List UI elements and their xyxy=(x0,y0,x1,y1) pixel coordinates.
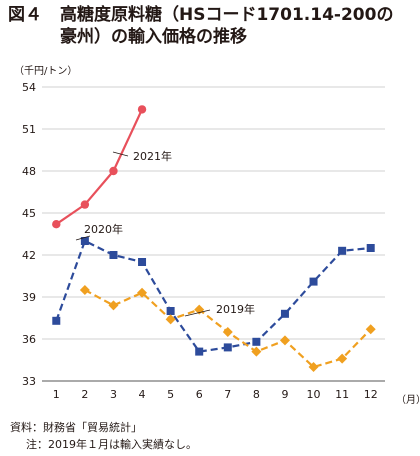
grid-lines xyxy=(42,86,385,382)
y-tick-label: 54 xyxy=(22,81,36,94)
annotation-leader xyxy=(184,309,211,317)
data-point xyxy=(280,309,289,318)
x-tick-label: 6 xyxy=(196,388,203,401)
y-tick-labels: 33 36 39 42 45 48 51 54 xyxy=(22,81,36,388)
data-point xyxy=(52,220,61,229)
title-line-1: 高糖度原料糖（HSコード1701.14-200の xyxy=(60,5,394,25)
x-tick-label: 8 xyxy=(253,388,260,401)
data-point xyxy=(223,343,232,352)
y-axis-unit: （千円/トン） xyxy=(14,66,78,77)
y-tick-label: 51 xyxy=(22,123,36,136)
series-lines xyxy=(55,108,372,369)
data-point xyxy=(251,346,262,357)
footnote: 注：2019年１月は輸入実績なし。 xyxy=(26,438,197,451)
data-point xyxy=(366,244,375,252)
chart-title: 図４ 高糖度原料糖（HSコード1701.14-200の 豪州）の輸入価格の推移 xyxy=(8,4,418,48)
x-tick-label: 11 xyxy=(335,388,349,401)
data-point xyxy=(195,347,204,356)
title-line-2: 豪州）の輸入価格の推移 xyxy=(60,27,247,47)
x-tick-labels: 1 2 3 4 5 6 7 8 9 10 11 12 xyxy=(53,388,378,401)
y-tick-label: 48 xyxy=(22,165,36,178)
series-markers xyxy=(52,105,376,372)
source-note: 資料：財務省「貿易統計」 xyxy=(10,421,142,434)
data-point xyxy=(252,337,261,346)
data-point xyxy=(109,251,118,259)
x-tick-label: 2 xyxy=(81,388,88,401)
data-point xyxy=(108,300,119,311)
data-point xyxy=(79,285,90,295)
series-line xyxy=(55,108,144,226)
data-point xyxy=(80,200,90,209)
series-label: 2019年 xyxy=(216,302,255,316)
y-tick-label: 39 xyxy=(22,291,36,304)
data-point xyxy=(165,314,176,325)
data-point xyxy=(308,362,319,372)
data-point xyxy=(365,324,376,335)
data-point xyxy=(338,246,347,255)
series-label: 2020年 xyxy=(84,222,123,236)
x-tick-label: 9 xyxy=(281,388,288,401)
y-tick-label: 45 xyxy=(22,207,36,220)
data-point xyxy=(137,287,148,298)
series-label: 2021年 xyxy=(133,149,172,163)
x-tick-label: 5 xyxy=(167,388,174,401)
x-tick-label: 12 xyxy=(364,388,378,401)
data-point xyxy=(166,307,175,315)
y-tick-label: 36 xyxy=(22,333,36,346)
x-tick-label: 10 xyxy=(307,388,321,401)
annotation-leader xyxy=(75,235,91,241)
y-tick-label: 33 xyxy=(22,375,36,388)
x-axis-unit: （月） xyxy=(396,395,420,406)
x-tick-label: 3 xyxy=(110,388,117,401)
data-point xyxy=(52,316,61,325)
data-point xyxy=(109,166,118,176)
data-point xyxy=(279,335,290,346)
data-point xyxy=(138,258,147,266)
y-tick-label: 42 xyxy=(22,249,36,262)
data-point xyxy=(337,353,348,364)
figure-label: 図４ xyxy=(8,5,42,25)
data-point xyxy=(80,237,89,245)
data-point xyxy=(137,105,147,114)
x-tick-label: 7 xyxy=(224,388,231,401)
series-line xyxy=(55,239,371,353)
data-point xyxy=(309,277,318,286)
x-tick-label: 1 xyxy=(53,388,60,401)
x-tick-label: 4 xyxy=(139,388,146,401)
data-point xyxy=(222,327,233,337)
annotation-leader xyxy=(112,151,129,157)
series-annotations: 2021年 2020年 2019年 xyxy=(75,149,255,317)
